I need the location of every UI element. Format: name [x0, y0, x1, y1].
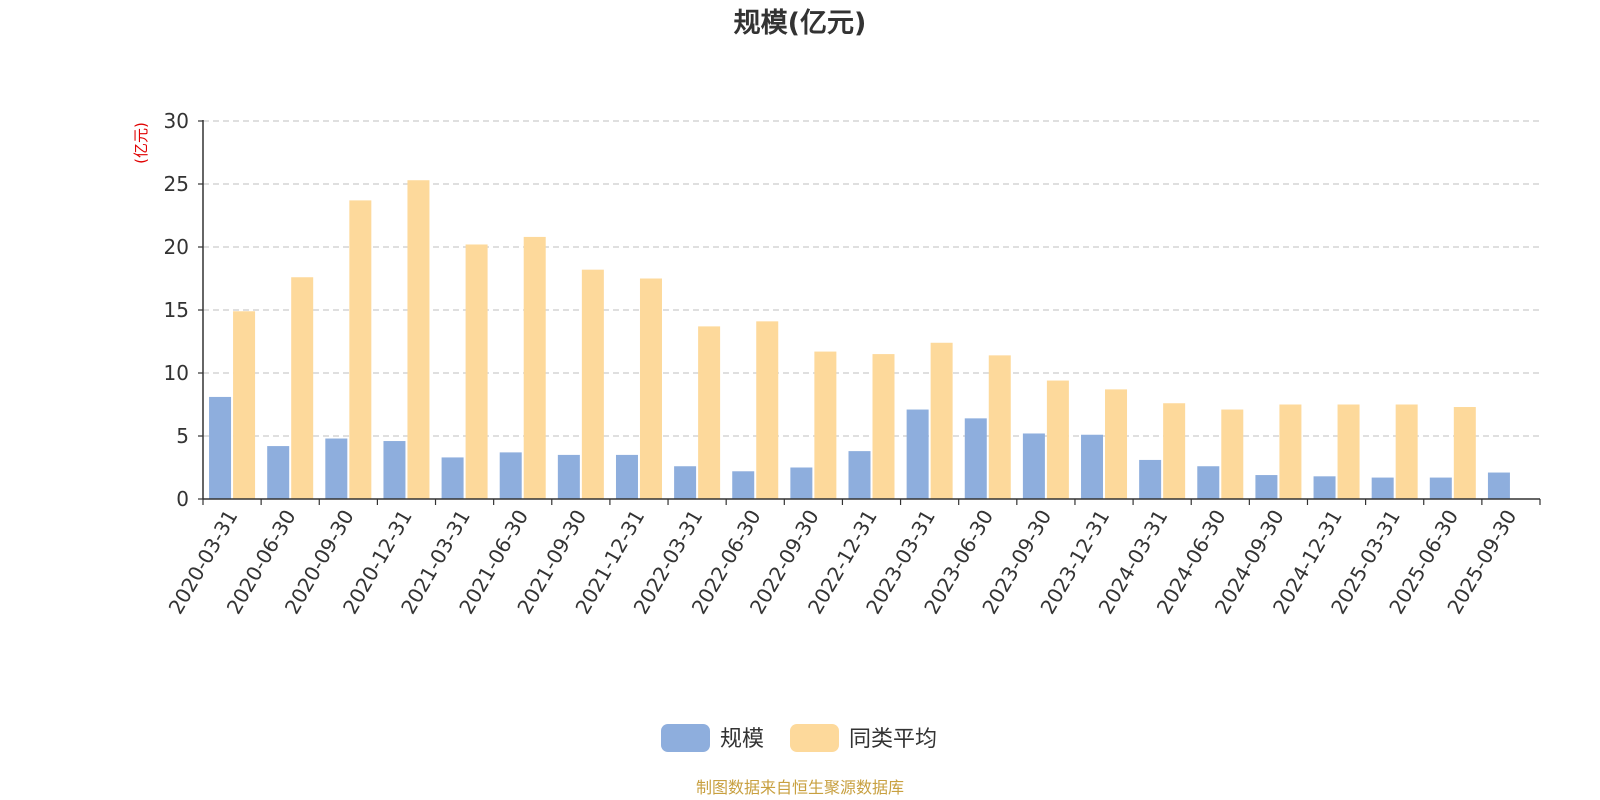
bar-scale — [1487, 472, 1510, 499]
bar-scale — [906, 409, 929, 499]
bar-scale — [1197, 466, 1220, 499]
bar-peer-average — [465, 244, 488, 499]
bar-peer-average — [291, 277, 314, 499]
bars — [209, 180, 1510, 500]
bar-peer-average — [1046, 380, 1069, 499]
bar-peer-average — [1279, 404, 1302, 499]
legend-label: 同类平均 — [849, 727, 937, 752]
bar-peer-average — [639, 278, 662, 499]
legend-swatch — [661, 724, 710, 752]
y-tick-label: 25 — [164, 172, 189, 196]
bar-scale — [790, 467, 813, 499]
bar-scale — [557, 454, 580, 499]
bar-scale — [383, 441, 406, 499]
bar-peer-average — [930, 342, 953, 499]
legend: 规模 同类平均 — [661, 724, 937, 752]
bar-scale — [1139, 459, 1162, 499]
legend-swatch — [790, 724, 839, 752]
bar-scale — [209, 396, 232, 499]
bar-peer-average — [407, 180, 430, 499]
bar-scale — [1371, 477, 1394, 499]
bar-scale — [441, 457, 464, 499]
bar-peer-average — [1395, 404, 1418, 499]
y-axis-unit-label: (亿元) — [132, 122, 150, 164]
chart-title: 规模(亿元) — [734, 8, 867, 39]
y-tick-label: 5 — [176, 424, 189, 448]
bar-peer-average — [349, 200, 372, 499]
y-tick-label: 10 — [164, 361, 189, 385]
y-tick-label: 15 — [164, 298, 189, 322]
bar-peer-average — [698, 326, 721, 499]
bar-peer-average — [523, 236, 546, 500]
bar-peer-average — [1337, 404, 1360, 499]
bar-peer-average — [1163, 403, 1186, 499]
bar-scale — [1255, 475, 1278, 499]
bar-scale — [267, 446, 290, 499]
bar-scale — [1429, 477, 1452, 499]
bar-scale — [964, 418, 987, 499]
bar-peer-average — [1221, 409, 1244, 499]
bar-scale — [325, 438, 348, 499]
y-tick-label: 20 — [164, 235, 189, 259]
bar-scale — [848, 451, 871, 499]
bar-peer-average — [1105, 389, 1128, 499]
y-tick-label: 30 — [164, 109, 189, 133]
legend-label: 规模 — [720, 727, 764, 752]
bar-scale — [732, 471, 755, 499]
bar-peer-average — [988, 355, 1011, 499]
gridlines — [203, 120, 1540, 437]
x-tick-labels: 2020-03-312020-06-302020-09-302020-12-31… — [163, 499, 1541, 618]
bar-peer-average — [814, 351, 837, 499]
bar-peer-average — [872, 354, 895, 499]
bar-peer-average — [233, 311, 256, 499]
bar-scale — [615, 454, 638, 499]
bar-scale — [1081, 434, 1104, 499]
bar-peer-average — [581, 269, 604, 499]
bar-scale — [1313, 476, 1336, 499]
bar-scale — [1022, 433, 1045, 499]
source-note: 制图数据来自恒生聚源数据库 — [696, 778, 904, 797]
bar-scale — [674, 466, 697, 499]
y-tick-labels: 0 5 10 15 20 25 30 — [164, 109, 203, 511]
y-tick-label: 0 — [176, 487, 189, 511]
bar-scale — [499, 452, 522, 499]
bar-peer-average — [756, 321, 779, 499]
bar-peer-average — [1453, 407, 1476, 499]
